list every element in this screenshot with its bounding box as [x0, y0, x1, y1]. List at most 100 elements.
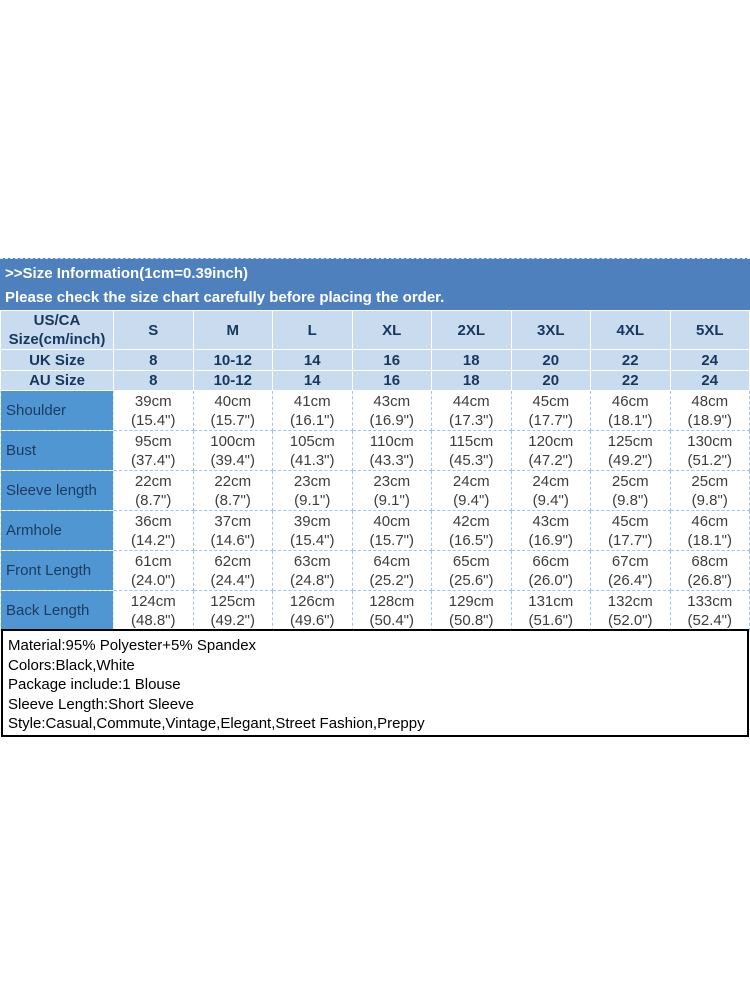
- row-label: AU Size: [0, 370, 114, 391]
- measurement-cell: 133cm (52.4"): [669, 590, 750, 631]
- uk-size-cell: 10-12: [192, 349, 273, 371]
- row-label: Shoulder: [0, 390, 114, 431]
- row-label: Front Length: [0, 550, 114, 591]
- uk-size-row: UK Size 8 10-12 14 16 18 20 22 24: [0, 349, 750, 371]
- measurement-cell: 105cm (41.3"): [272, 430, 353, 471]
- measurement-cell: 66cm (26.0"): [510, 550, 591, 591]
- measurement-cell: 125cm (49.2"): [192, 590, 273, 631]
- uk-size-cell: 20: [510, 349, 591, 371]
- product-info-box: Material:95% Polyester+5% Spandex Colors…: [1, 629, 749, 737]
- measurement-cell: 126cm (49.6"): [272, 590, 353, 631]
- au-size-cell: 20: [510, 370, 591, 391]
- measurement-cell: 43cm (16.9"): [351, 390, 432, 431]
- au-size-cell: 18: [431, 370, 512, 391]
- measurement-row-shoulder: Shoulder 39cm (15.4") 40cm (15.7") 41cm …: [0, 390, 750, 431]
- size-col-header: 3XL: [510, 310, 591, 350]
- measurement-cell: 23cm (9.1"): [351, 470, 432, 511]
- size-col-header: XL: [351, 310, 432, 350]
- size-col-header: 4XL: [590, 310, 671, 350]
- uk-size-cell: 16: [351, 349, 432, 371]
- measurement-cell: 45cm (17.7"): [590, 510, 671, 551]
- measurement-cell: 22cm (8.7"): [192, 470, 273, 511]
- au-size-cell: 16: [351, 370, 432, 391]
- measurement-cell: 23cm (9.1"): [272, 470, 353, 511]
- au-size-cell: 24: [669, 370, 750, 391]
- size-col-header: L: [272, 310, 353, 350]
- size-col-header: 5XL: [669, 310, 750, 350]
- row-label: Back Length: [0, 590, 114, 631]
- row-label: Armhole: [0, 510, 114, 551]
- au-size-cell: 8: [113, 370, 194, 391]
- au-size-cell: 10-12: [192, 370, 273, 391]
- uk-size-cell: 18: [431, 349, 512, 371]
- measurement-row-sleeve-length: Sleeve length 22cm (8.7") 22cm (8.7") 23…: [0, 470, 750, 511]
- measurement-cell: 62cm (24.4"): [192, 550, 273, 591]
- measurement-row-bust: Bust 95cm (37.4") 100cm (39.4") 105cm (4…: [0, 430, 750, 471]
- measurement-cell: 67cm (26.4"): [590, 550, 671, 591]
- au-size-cell: 22: [590, 370, 671, 391]
- row-label: Bust: [0, 430, 114, 471]
- size-chart-table: US/CA Size(cm/inch) S M L XL 2XL 3XL 4XL…: [0, 310, 750, 631]
- measurement-cell: 128cm (50.4"): [351, 590, 432, 631]
- title-banner: >>Size Information(1cm=0.39inch) Please …: [0, 258, 750, 310]
- measurement-row-back-length: Back Length 124cm (48.8") 125cm (49.2") …: [0, 590, 750, 631]
- measurement-cell: 25cm (9.8"): [669, 470, 750, 511]
- row-label: UK Size: [0, 349, 114, 371]
- measurement-cell: 68cm (26.8"): [669, 550, 750, 591]
- measurement-cell: 48cm (18.9"): [669, 390, 750, 431]
- measurement-row-armhole: Armhole 36cm (14.2") 37cm (14.6") 39cm (…: [0, 510, 750, 551]
- measurement-cell: 131cm (51.6"): [510, 590, 591, 631]
- measurement-cell: 129cm (50.8"): [431, 590, 512, 631]
- measurement-cell: 115cm (45.3"): [431, 430, 512, 471]
- measurement-cell: 40cm (15.7"): [192, 390, 273, 431]
- colors-line: Colors:Black,White: [8, 656, 135, 674]
- measurement-cell: 22cm (8.7"): [113, 470, 194, 511]
- measurement-cell: 39cm (15.4"): [113, 390, 194, 431]
- measurement-cell: 25cm (9.8"): [590, 470, 671, 511]
- uk-size-cell: 14: [272, 349, 353, 371]
- corner-header-cell: US/CA Size(cm/inch): [0, 310, 114, 350]
- au-size-row: AU Size 8 10-12 14 16 18 20 22 24: [0, 370, 750, 391]
- measurement-cell: 42cm (16.5"): [431, 510, 512, 551]
- measurement-cell: 46cm (18.1"): [669, 510, 750, 551]
- measurement-cell: 63cm (24.8"): [272, 550, 353, 591]
- material-line: Material:95% Polyester+5% Spandex: [8, 637, 257, 654]
- measurement-cell: 132cm (52.0"): [590, 590, 671, 631]
- size-info-subtitle: Please check the size chart carefully be…: [5, 289, 445, 306]
- measurement-cell: 39cm (15.4"): [272, 510, 353, 551]
- measurement-cell: 130cm (51.2"): [669, 430, 750, 471]
- sleeve-length-line: Sleeve Length:Short Sleeve: [8, 695, 194, 713]
- measurement-cell: 110cm (43.3"): [351, 430, 432, 471]
- measurement-cell: 95cm (37.4"): [113, 430, 194, 471]
- measurement-cell: 43cm (16.9"): [510, 510, 591, 551]
- size-info-title: >>Size Information(1cm=0.39inch): [5, 265, 248, 282]
- row-label: Sleeve length: [0, 470, 114, 511]
- size-col-header: S: [113, 310, 194, 350]
- package-line: Package include:1 Blouse: [8, 676, 181, 693]
- size-col-header: 2XL: [431, 310, 512, 350]
- measurement-cell: 40cm (15.7"): [351, 510, 432, 551]
- au-size-cell: 14: [272, 370, 353, 391]
- measurement-cell: 125cm (49.2"): [590, 430, 671, 471]
- size-col-header: M: [192, 310, 273, 350]
- measurement-cell: 36cm (14.2"): [113, 510, 194, 551]
- style-line: Style:Casual,Commute,Vintage,Elegant,Str…: [8, 715, 425, 732]
- measurement-cell: 124cm (48.8"): [113, 590, 194, 631]
- measurement-cell: 37cm (14.6"): [192, 510, 273, 551]
- measurement-cell: 41cm (16.1"): [272, 390, 353, 431]
- measurement-cell: 24cm (9.4"): [510, 470, 591, 511]
- uk-size-cell: 22: [590, 349, 671, 371]
- measurement-cell: 64cm (25.2"): [351, 550, 432, 591]
- uk-size-cell: 8: [113, 349, 194, 371]
- measurement-cell: 61cm (24.0"): [113, 550, 194, 591]
- measurement-row-front-length: Front Length 61cm (24.0") 62cm (24.4") 6…: [0, 550, 750, 591]
- measurement-cell: 24cm (9.4"): [431, 470, 512, 511]
- measurement-cell: 44cm (17.3"): [431, 390, 512, 431]
- measurement-cell: 45cm (17.7"): [510, 390, 591, 431]
- measurement-cell: 120cm (47.2"): [510, 430, 591, 471]
- measurement-cell: 100cm (39.4"): [192, 430, 273, 471]
- measurement-cell: 65cm (25.6"): [431, 550, 512, 591]
- size-header-row: US/CA Size(cm/inch) S M L XL 2XL 3XL 4XL…: [0, 310, 750, 350]
- measurement-cell: 46cm (18.1"): [590, 390, 671, 431]
